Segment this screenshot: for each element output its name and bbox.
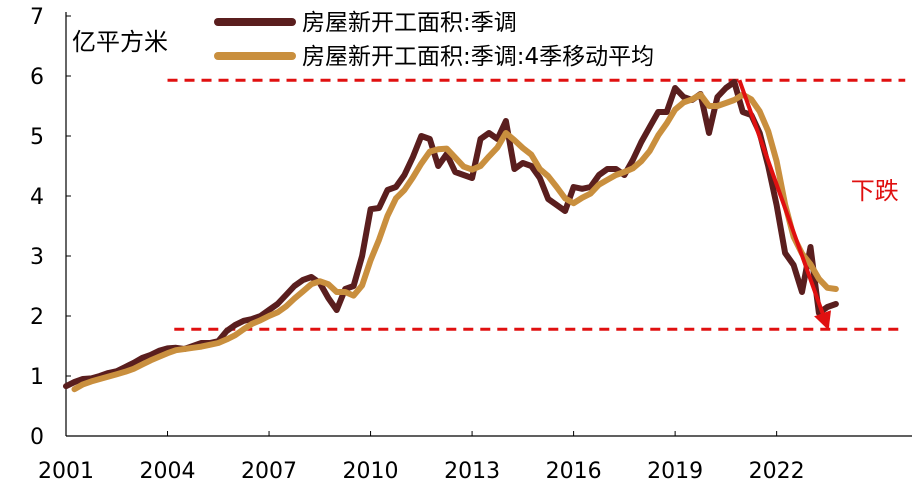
y-tick-label: 3 <box>30 245 44 270</box>
x-tick-label: 2013 <box>444 459 500 484</box>
series-layer <box>63 79 839 393</box>
y-tick-label: 5 <box>30 125 44 150</box>
y-tick-label: 7 <box>30 5 44 30</box>
axes: 0 1 2 3 4 5 6 7 2001 2004 2007 2010 2013 2016 2019 2022 <box>30 5 912 484</box>
unit-label: 亿平方米 <box>72 28 168 56</box>
x-tick-label: 2004 <box>140 459 196 484</box>
y-tick-label: 6 <box>30 65 44 90</box>
y-tick-label: 1 <box>30 365 44 390</box>
x-tick-label: 2010 <box>343 459 399 484</box>
series-line-2 <box>71 91 839 393</box>
y-tick-label: 0 <box>30 425 44 450</box>
y-tick-label: 4 <box>30 185 44 210</box>
x-tick-label: 2016 <box>546 459 602 484</box>
annotation-label: 下跌 <box>851 177 899 205</box>
legend-label-1: 房屋新开工面积:季调 <box>302 10 517 36</box>
legend-label-2: 房屋新开工面积:季调:4季移动平均 <box>302 44 654 70</box>
x-tick-label: 2007 <box>241 459 297 484</box>
x-tick-label: 2001 <box>38 459 94 484</box>
x-tick-label: 2022 <box>749 459 805 484</box>
x-tick-label: 2019 <box>647 459 703 484</box>
y-tick-label: 2 <box>30 305 44 330</box>
reference-lines <box>167 78 906 331</box>
series-line-1 <box>63 79 839 390</box>
arrow-layer <box>737 79 832 331</box>
decline-arrow <box>737 79 832 331</box>
